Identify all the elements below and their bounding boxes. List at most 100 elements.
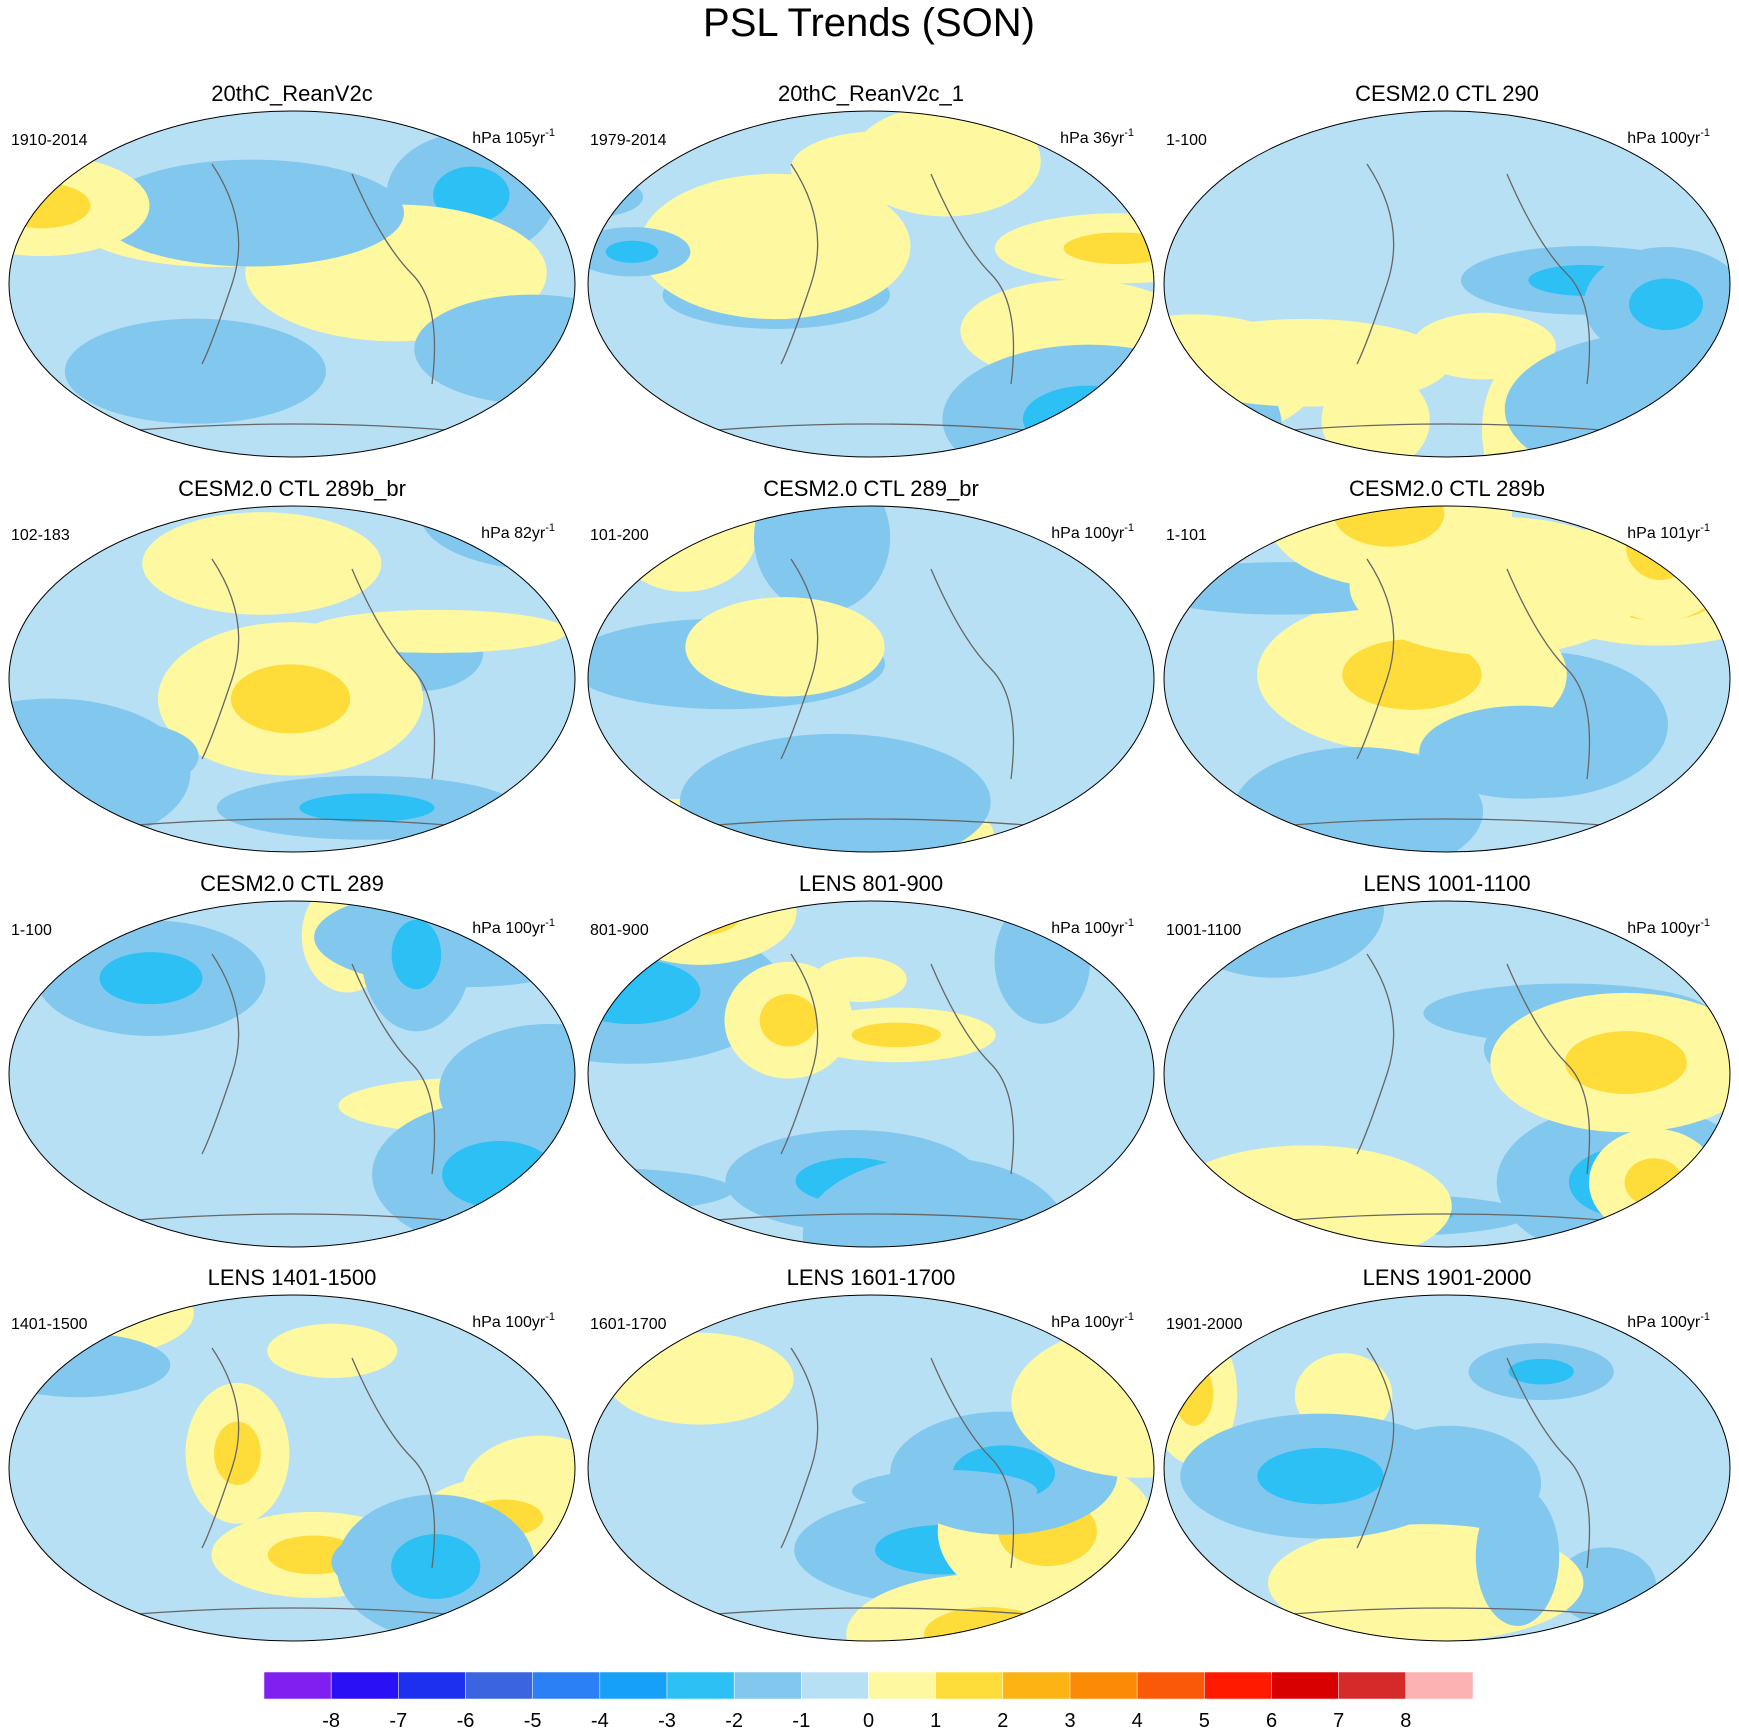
colorbar-box — [935, 1671, 1004, 1700]
units-text: hPa 105yr — [472, 130, 546, 147]
shading-blob — [214, 1421, 261, 1485]
units-label: hPa 100yr-1 — [1627, 127, 1710, 147]
period-label: 1-100 — [11, 922, 52, 939]
shading-blob — [1333, 506, 1445, 547]
period-label: 1-100 — [1166, 132, 1207, 149]
colorbar-tick-label: -7 — [389, 1710, 407, 1732]
colorbar-tick-label: 8 — [1400, 1710, 1411, 1732]
shading-blob — [1174, 1362, 1214, 1426]
map-border — [587, 900, 1155, 1248]
period-label: 801-900 — [590, 922, 649, 939]
shading-blob — [414, 294, 575, 404]
period-label: 1001-1100 — [1166, 922, 1241, 939]
units-label: hPa 100yr-1 — [1051, 917, 1134, 937]
shading-blob — [605, 240, 659, 263]
units-exponent: -1 — [1124, 127, 1134, 139]
colorbar-tick-label: 7 — [1333, 1710, 1344, 1732]
shading-blob — [1022, 385, 1154, 453]
units-label: hPa 105yr-1 — [472, 127, 555, 147]
shading-blob — [588, 959, 701, 1025]
shading-blob — [1164, 318, 1451, 407]
colorbar-box — [733, 1671, 802, 1700]
colorbar-tick-label: 1 — [930, 1710, 941, 1732]
units-label: hPa 100yr-1 — [1051, 522, 1134, 542]
shading-blob — [1475, 1486, 1560, 1626]
map-panel — [1164, 506, 1730, 852]
panel-title: 20thC_ReanV2c_1 — [778, 81, 964, 106]
shading-blob — [442, 1141, 557, 1209]
units-label: hPa 100yr-1 — [1627, 1311, 1710, 1331]
units-exponent: -1 — [1124, 917, 1134, 929]
shading-blob — [1165, 901, 1384, 978]
shading-blob — [299, 793, 435, 823]
shading-blob — [9, 396, 84, 457]
map-border — [1163, 110, 1731, 458]
coastline — [91, 558, 493, 830]
shading-blob — [99, 952, 203, 1005]
shading-blob — [433, 166, 510, 223]
map-border — [8, 110, 576, 458]
shading-blob — [1629, 278, 1704, 331]
colorbar-tick-label: -6 — [457, 1710, 475, 1732]
shading-blob — [230, 664, 351, 734]
colorbar-box — [263, 1671, 332, 1700]
panel-title: LENS 1901-2000 — [1363, 1265, 1532, 1290]
colorbar-tick-label: -2 — [725, 1710, 743, 1732]
units-label: hPa 100yr-1 — [472, 1311, 555, 1331]
units-label: hPa 36yr-1 — [1060, 127, 1134, 147]
map-panel — [9, 506, 575, 852]
panel-title: CESM2.0 CTL 289b — [1349, 476, 1545, 501]
shading-blob — [603, 901, 797, 965]
colorbar-box — [1271, 1671, 1339, 1700]
shading-blob — [1164, 1145, 1452, 1247]
colorbar-tick-label: -4 — [591, 1710, 609, 1732]
shading-blob — [588, 176, 644, 218]
shading-blob — [639, 173, 911, 320]
panel-title: LENS 1401-1500 — [208, 1265, 377, 1290]
coastline — [91, 953, 493, 1225]
shading-blob — [685, 597, 885, 697]
shading-blob — [851, 1022, 942, 1048]
shading-blob — [759, 993, 818, 1047]
units-exponent: -1 — [545, 127, 555, 139]
colorbar-tick-label: 6 — [1266, 1710, 1277, 1732]
period-label: 1-101 — [1166, 527, 1207, 544]
shading-blob — [1625, 512, 1696, 580]
colorbar-tick-label: 2 — [997, 1710, 1008, 1732]
shading-blob — [942, 344, 1154, 457]
units-text: hPa 100yr — [1627, 1314, 1701, 1331]
colorbar-tick-label: 0 — [863, 1710, 874, 1732]
shading-blob — [851, 1469, 1038, 1513]
colorbar-box — [532, 1671, 601, 1700]
units-exponent: -1 — [545, 1311, 555, 1323]
panel-title: CESM2.0 CTL 290 — [1355, 81, 1539, 106]
panel-title: LENS 1001-1100 — [1363, 871, 1530, 896]
shading-blob — [391, 1534, 481, 1599]
map-border — [587, 505, 1155, 853]
colorbar-box — [1204, 1671, 1272, 1700]
units-exponent: -1 — [1700, 522, 1710, 534]
units-text: hPa 100yr — [472, 920, 546, 937]
shading-blob — [1201, 401, 1252, 457]
map-panel — [588, 506, 1154, 852]
map-panel — [1164, 111, 1730, 457]
colorbar-box — [330, 1671, 399, 1700]
period-label: 101-200 — [590, 527, 649, 544]
shading-blob — [391, 919, 442, 990]
map-border — [8, 505, 576, 853]
units-exponent: -1 — [1124, 522, 1134, 534]
coastline — [1246, 558, 1648, 830]
map-panel — [9, 1295, 575, 1641]
shading-blob — [1624, 1158, 1684, 1207]
coastline — [670, 1347, 1072, 1619]
panel-title: CESM2.0 CTL 289_br — [763, 476, 979, 501]
units-exponent: -1 — [1124, 1311, 1134, 1323]
units-exponent: -1 — [1700, 917, 1710, 929]
map-panel — [9, 901, 575, 1247]
map-panel — [588, 111, 1154, 457]
period-label: 1601-1700 — [590, 1316, 667, 1333]
map-border — [8, 900, 576, 1248]
units-exponent: -1 — [1700, 1311, 1710, 1323]
figure-title: PSL Trends (SON) — [703, 1, 1035, 45]
